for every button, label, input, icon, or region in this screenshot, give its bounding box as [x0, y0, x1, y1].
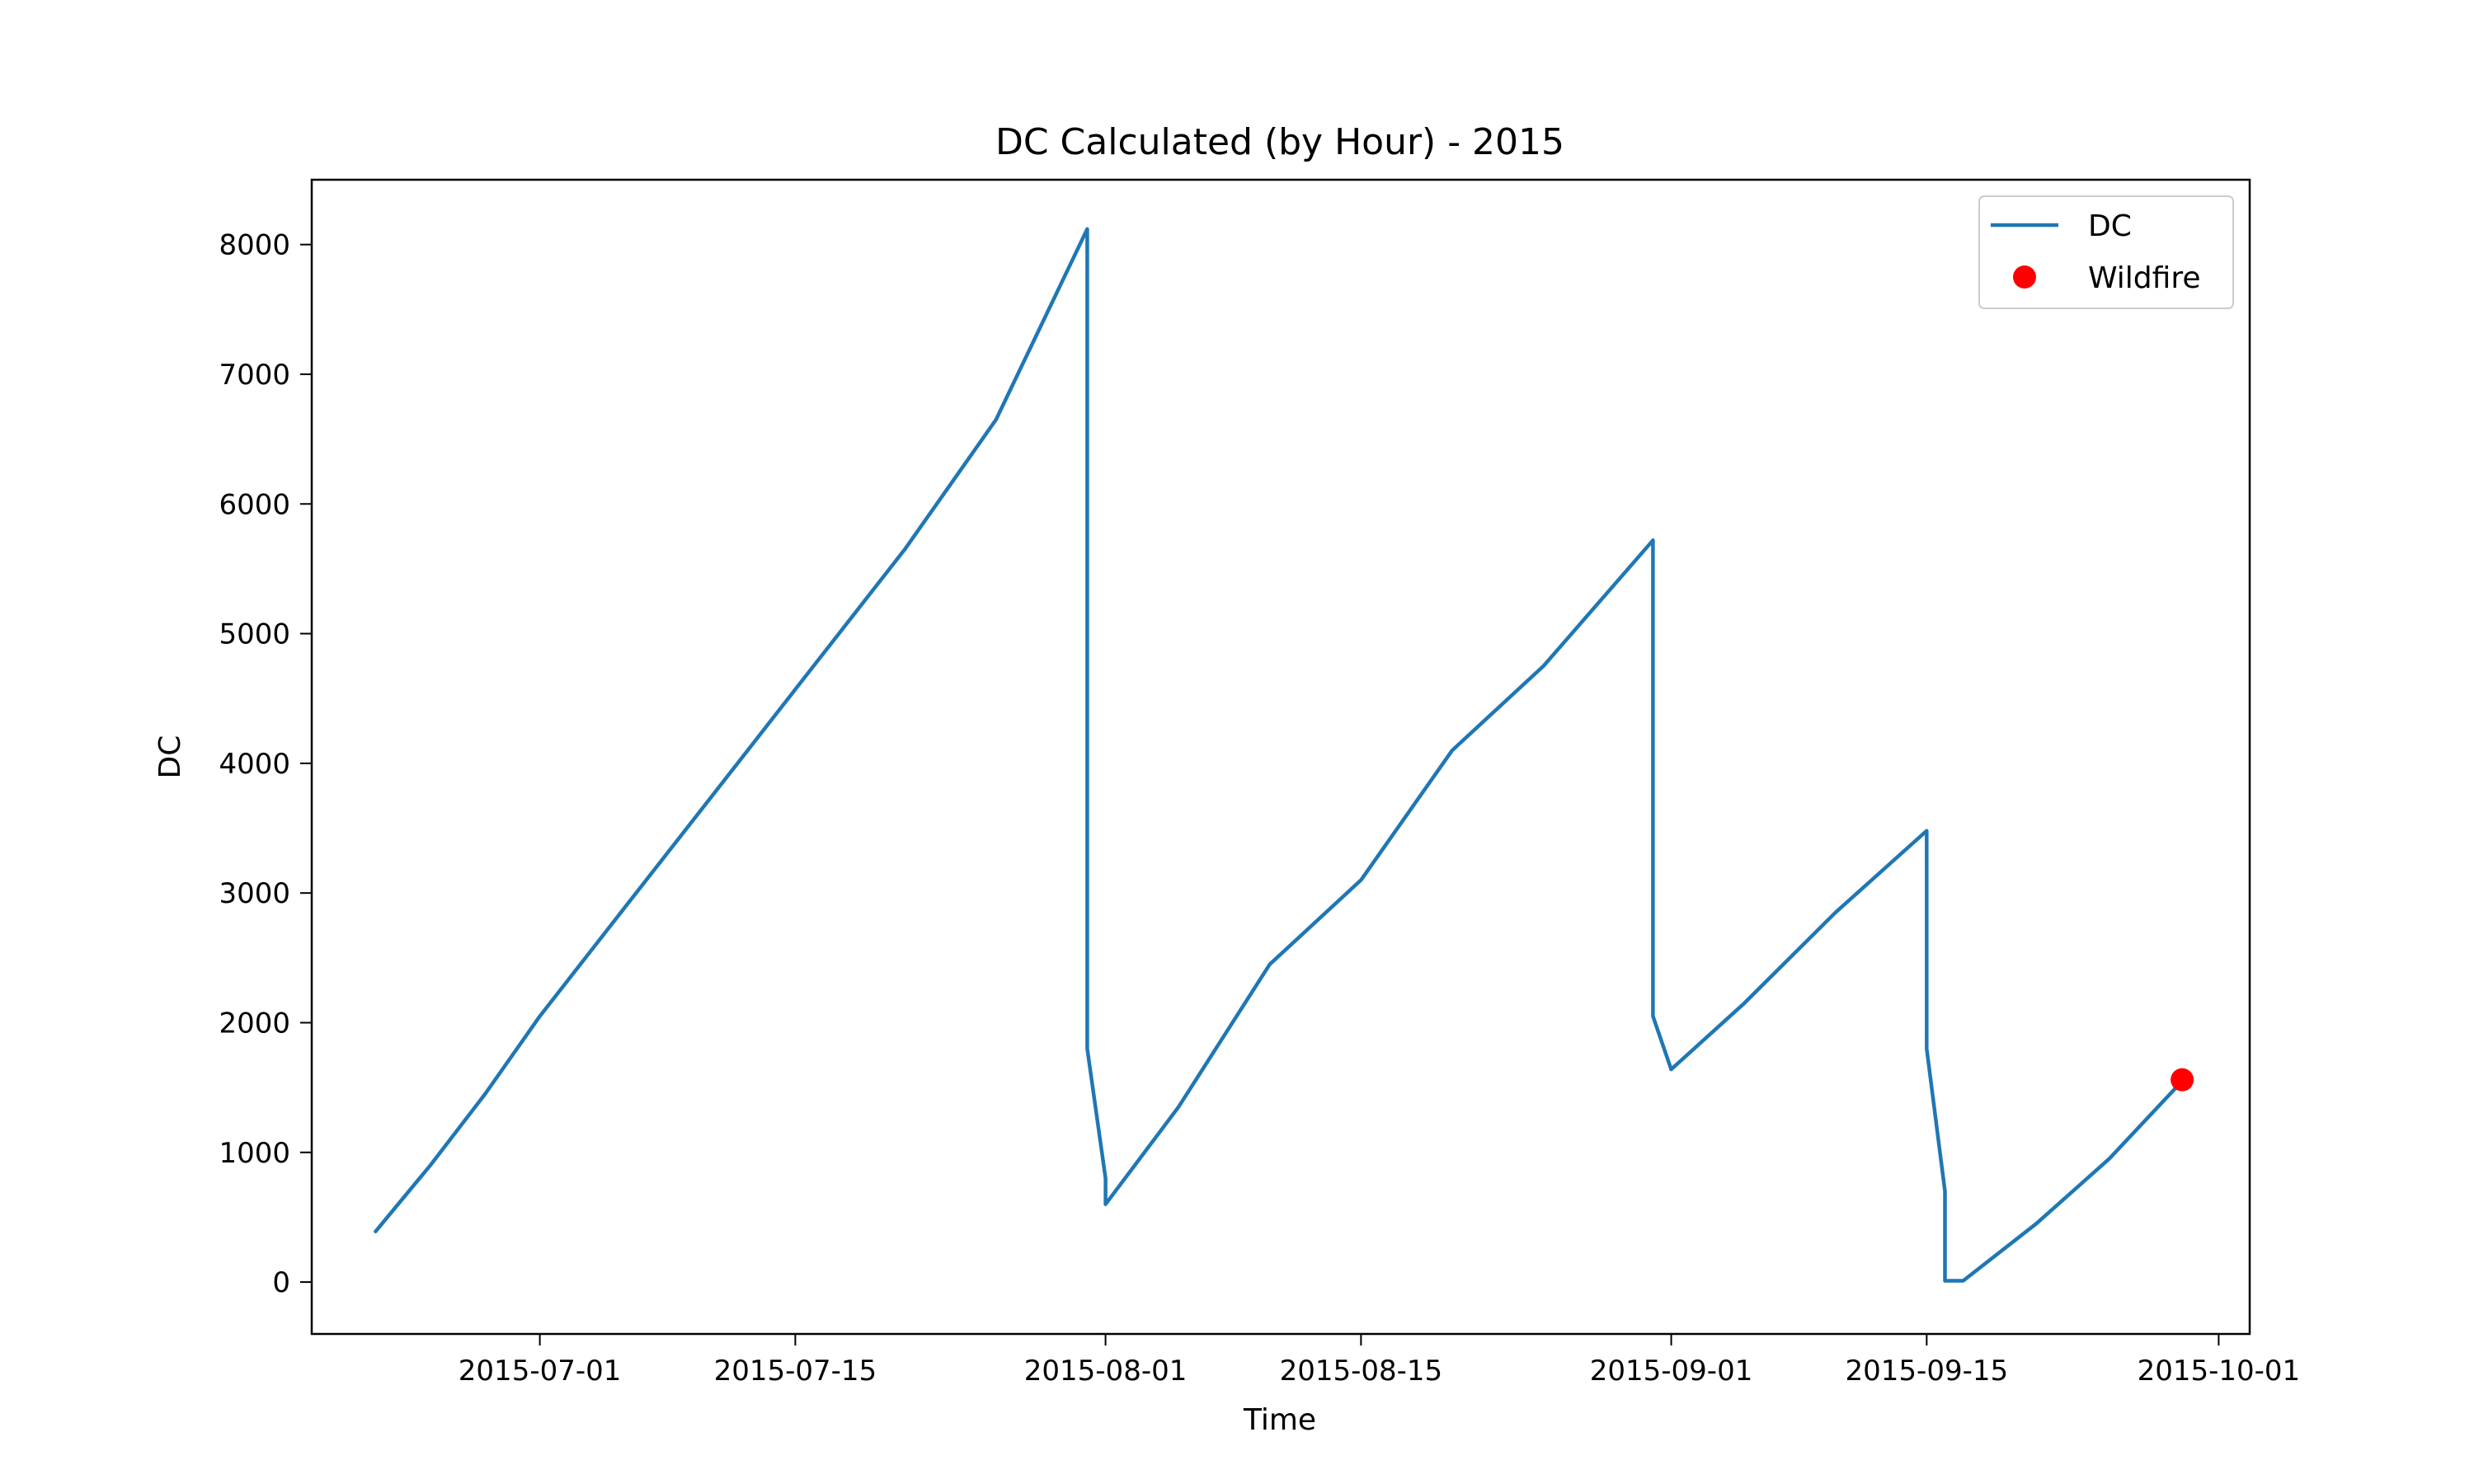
x-tick-label: 2015-09-15: [1846, 1355, 2009, 1388]
legend: DC Wildfire: [1978, 195, 2234, 309]
y-tick-label: 0: [272, 1266, 290, 1299]
chart-title: DC Calculated (by Hour) - 2015: [995, 121, 1564, 163]
y-tick-label: 7000: [219, 359, 290, 392]
wildfire-point: [2171, 1068, 2194, 1092]
x-tick-label: 2015-09-01: [1590, 1355, 1753, 1388]
y-axis-label: DC: [153, 735, 187, 779]
x-tick-label: 2015-07-15: [714, 1355, 877, 1388]
y-tick-label: 2000: [219, 1007, 290, 1040]
y-tick-label: 8000: [219, 229, 290, 262]
y-tick-label: 1000: [219, 1137, 290, 1170]
plot-frame: [310, 178, 2251, 1336]
x-tick-label: 2015-08-15: [1280, 1355, 1443, 1388]
x-tick-label: 2015-07-01: [459, 1355, 622, 1388]
series-layer: [374, 227, 2194, 1283]
y-tick-label: 5000: [219, 618, 290, 651]
x-axis: 2015-07-01 2015-07-15 2015-08-01 2015-08-15…: [459, 1334, 2300, 1388]
legend-label-wildfire: Wildfire: [2088, 261, 2201, 295]
y-tick-label: 6000: [219, 488, 290, 521]
x-tick-label: 2015-10-01: [2138, 1355, 2301, 1388]
legend-dot-marker: [2013, 265, 2036, 289]
x-axis-label: Time: [1243, 1403, 1316, 1437]
series-line-dc: [374, 227, 2185, 1283]
y-tick-label: 4000: [219, 748, 290, 781]
y-tick-label: 3000: [219, 877, 290, 910]
x-tick-label: 2015-08-01: [1024, 1355, 1188, 1388]
legend-label-dc: DC: [2088, 209, 2132, 243]
y-axis: 0 1000 2000 3000 4000 5000 6000 7000 8000: [219, 229, 312, 1299]
